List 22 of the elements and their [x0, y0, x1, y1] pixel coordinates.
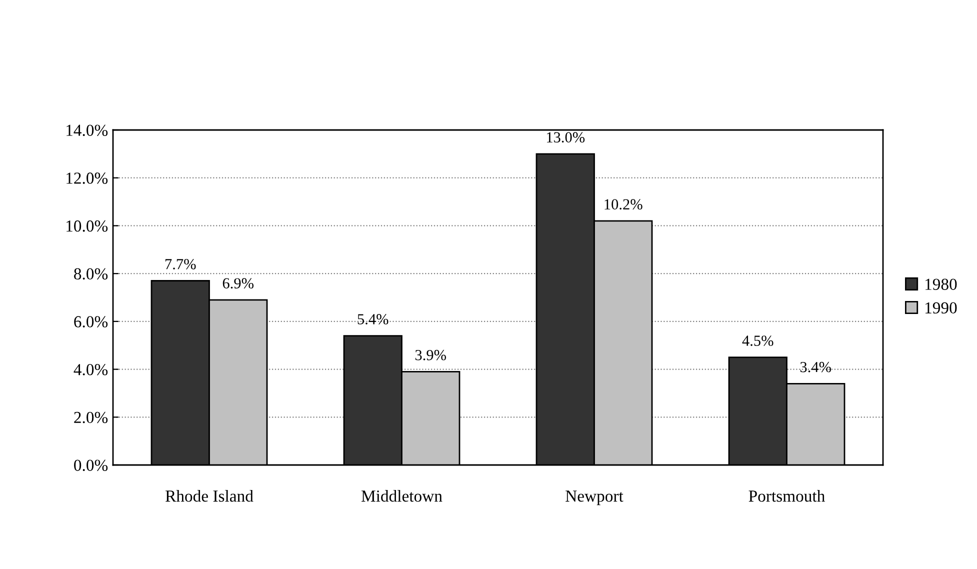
data-label: 5.4%: [358, 314, 388, 324]
y-tick-label: 6.0%: [74, 316, 108, 328]
y-tick-label: 10.0%: [66, 220, 108, 232]
x-tick-label: Rhode Island: [166, 490, 254, 502]
data-label: 4.5%: [742, 336, 774, 346]
y-tick-label: 8.0%: [74, 268, 108, 280]
data-label: 6.9%: [222, 278, 254, 289]
data-label: 3.4%: [800, 362, 832, 372]
y-tick-label: 2.0%: [74, 412, 108, 424]
data-label: 13.0%: [546, 132, 585, 143]
data-label: 3.9%: [415, 350, 446, 360]
legend-label: 1990: [926, 302, 957, 314]
y-tick-label: 0.0%: [74, 460, 108, 472]
y-tick-label: 14.0%: [66, 124, 108, 136]
legend-label: 1980: [926, 278, 957, 290]
x-tick-label: Portsmouth: [748, 490, 825, 502]
y-tick-label: 4.0%: [74, 364, 108, 376]
data-label: 7.7%: [165, 259, 196, 270]
data-label: 10.2%: [604, 199, 642, 210]
x-tick-label: Newport: [566, 490, 624, 506]
y-tick-label: 12.0%: [66, 172, 108, 184]
x-tick-label: Middletown: [361, 490, 442, 502]
